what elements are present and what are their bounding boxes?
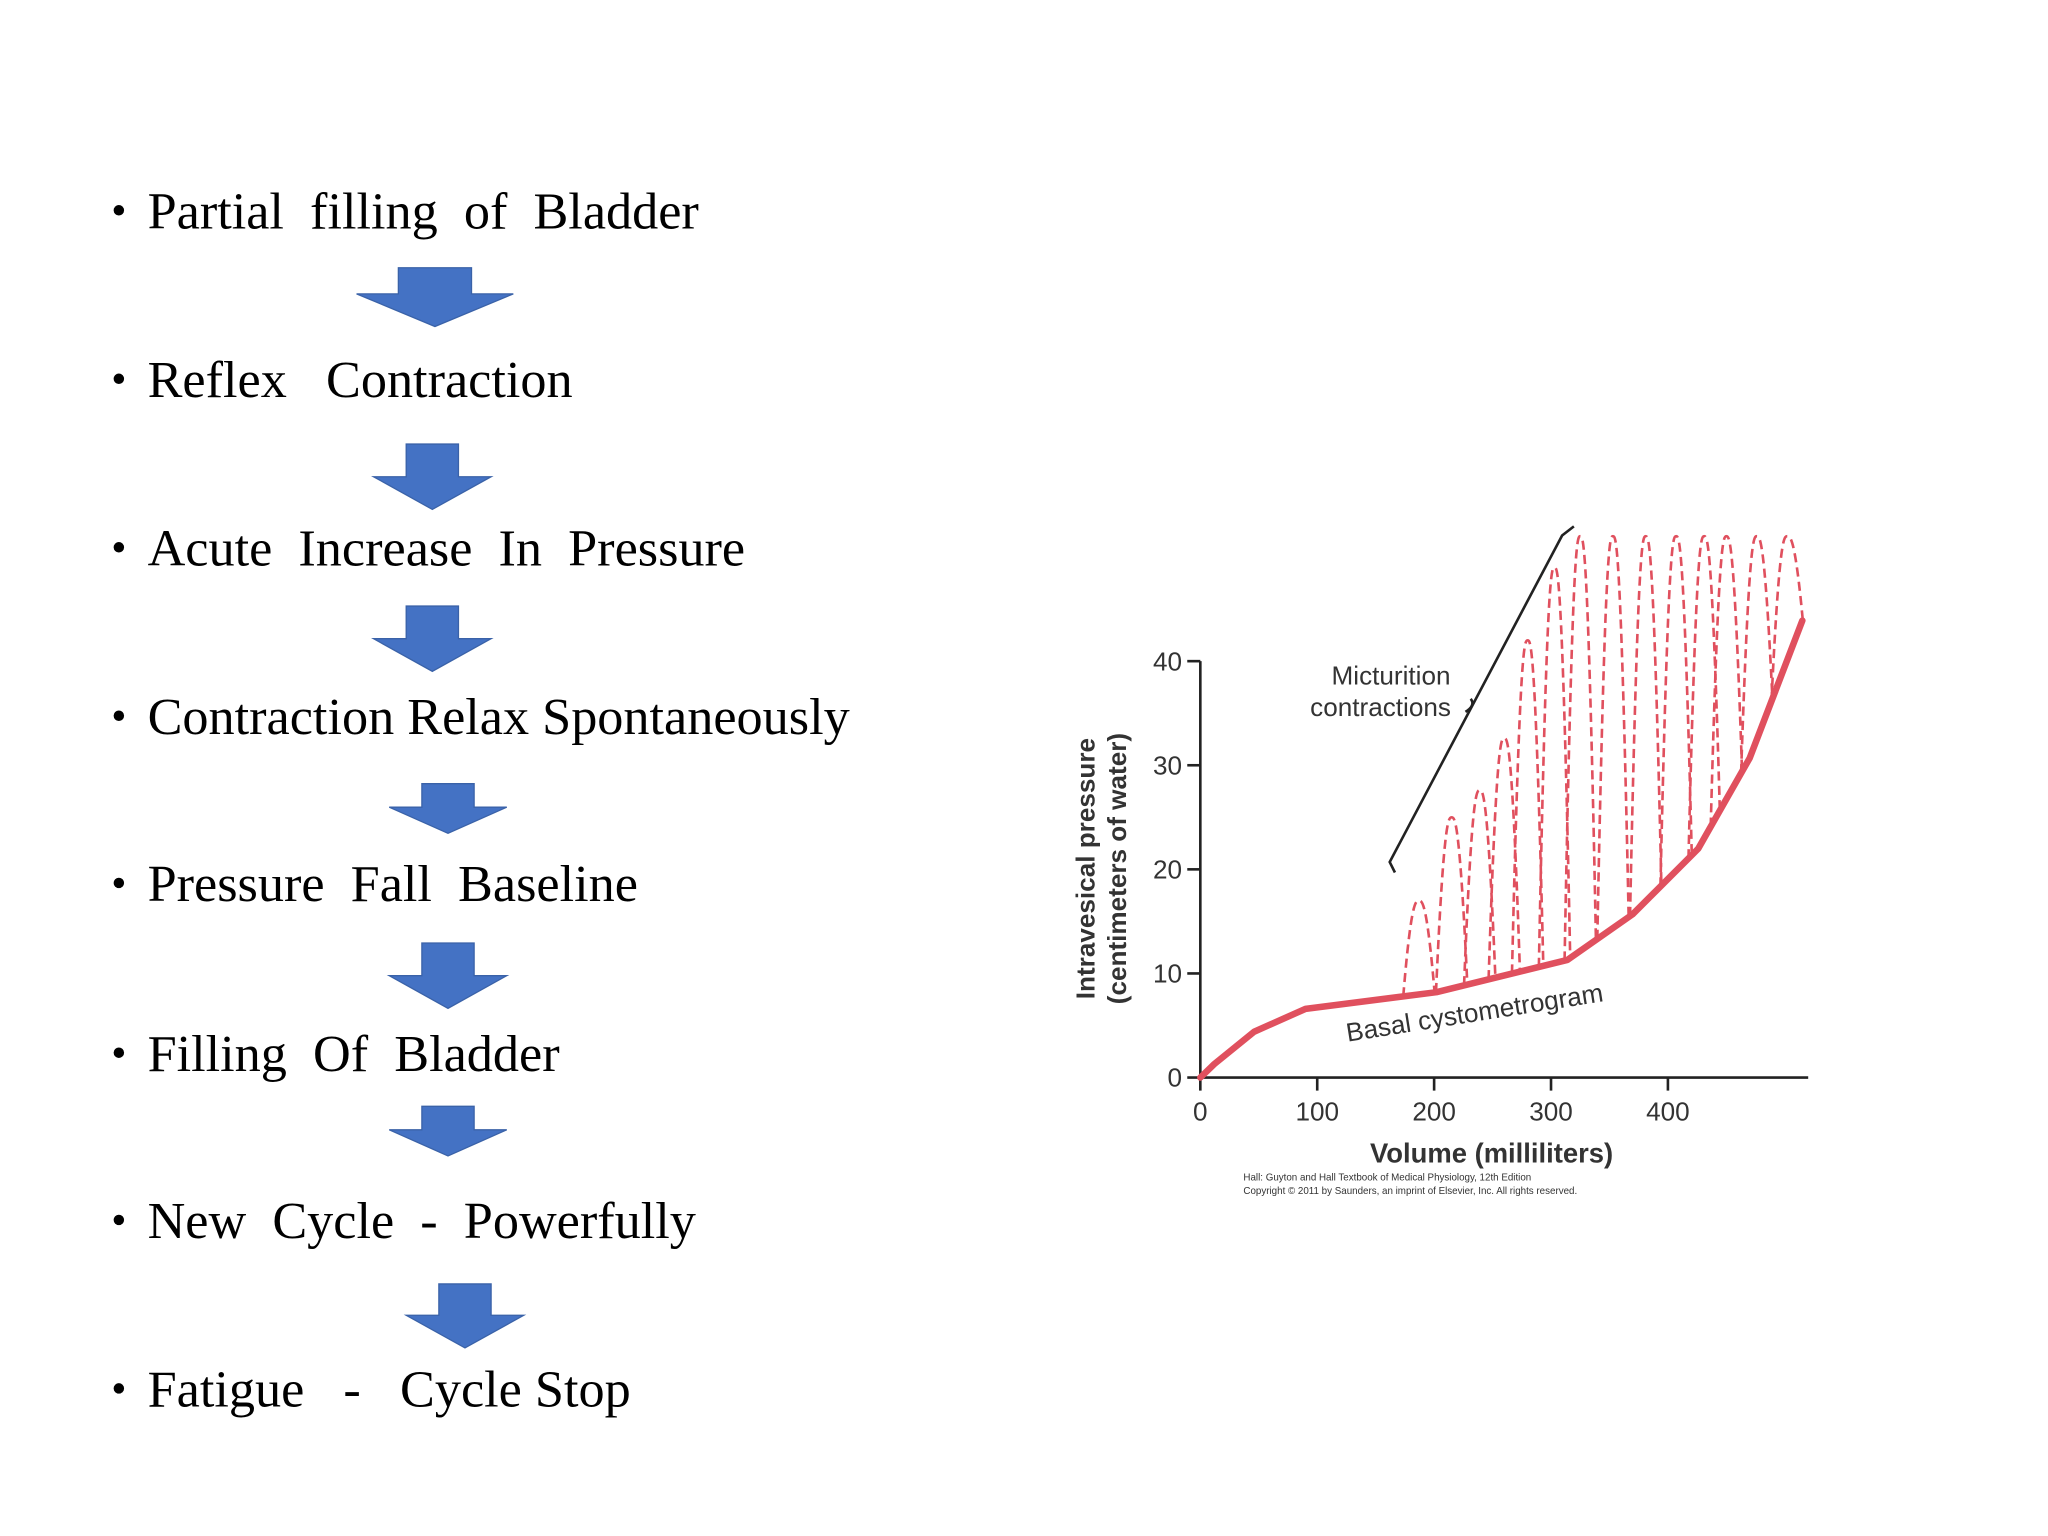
y-tick-label: 40 xyxy=(1153,646,1182,676)
bullet-text: Reflex Contraction xyxy=(148,351,573,409)
arrows xyxy=(356,267,527,1349)
x-tick-label: 200 xyxy=(1412,1097,1456,1127)
credit: Copyright © 2011 by Saunders, an imprint… xyxy=(1243,1186,1577,1197)
y-tick-label: 10 xyxy=(1153,959,1182,989)
bullet-dot xyxy=(113,1047,125,1058)
bullet-text: New Cycle - Powerfully xyxy=(148,1192,696,1250)
bullet-text: Partial filling of Bladder xyxy=(148,183,699,241)
bullet-dot xyxy=(113,542,125,553)
bullet-dot xyxy=(113,205,125,216)
arrow xyxy=(356,267,514,328)
contraction-spike xyxy=(1739,534,1774,774)
x-tick-label: 100 xyxy=(1295,1097,1339,1127)
bullet-list: Partial filling of Bladder Reflex Contrac… xyxy=(113,183,850,1419)
x-tick-label: 300 xyxy=(1529,1097,1573,1127)
y-tick-label: 30 xyxy=(1153,750,1182,780)
bullet-text: Fatigue - Cycle Stop xyxy=(148,1361,631,1419)
bullet-text: Pressure Fall Baseline xyxy=(148,855,638,913)
annotation: Basal cystometrogram xyxy=(1344,977,1605,1047)
annotation-brace xyxy=(1464,697,1474,713)
x-tick-label: 0 xyxy=(1193,1097,1208,1127)
arrow xyxy=(371,605,494,673)
bullet-dot xyxy=(113,1383,125,1394)
contraction-spike xyxy=(1709,534,1744,827)
basal-curve xyxy=(1197,617,1806,1081)
x-axis-label: Volume (milliliters) xyxy=(1370,1137,1613,1168)
contraction-spike xyxy=(1659,534,1694,887)
y-tick-label: 20 xyxy=(1153,854,1182,884)
contraction-spike xyxy=(1434,815,1469,993)
bullet-dot xyxy=(113,710,125,721)
contraction-spike xyxy=(1401,899,1436,997)
y-axis-label: Intravesical pressure xyxy=(1071,738,1101,999)
annotation: contractions xyxy=(1310,692,1451,722)
contraction-spike xyxy=(1537,566,1572,967)
bullet-text: Filling Of Bladder xyxy=(148,1025,560,1083)
bullet-text: Contraction Relax Spontaneously xyxy=(148,688,850,746)
contraction-spike xyxy=(1510,639,1545,974)
annotation: Micturition xyxy=(1332,660,1451,690)
arrow xyxy=(403,1283,527,1349)
contraction-spike xyxy=(1596,534,1630,940)
arrow xyxy=(388,783,508,835)
contraction-spike xyxy=(1687,534,1722,859)
arrow xyxy=(371,443,494,511)
arrow xyxy=(388,1105,508,1157)
annotation-brace xyxy=(1388,525,1575,874)
contraction-spike xyxy=(1770,534,1805,702)
y-axis-label: (centimeters of water) xyxy=(1102,733,1132,1004)
contraction-spike xyxy=(1628,534,1663,917)
credit: Hall: Guyton and Hall Textbook of Medica… xyxy=(1243,1173,1531,1184)
bullet-dot xyxy=(113,877,125,889)
arrow xyxy=(386,942,510,1010)
contraction-spike xyxy=(1563,534,1598,961)
contraction-spike xyxy=(1487,736,1522,980)
x-tick-label: 400 xyxy=(1646,1097,1690,1127)
y-tick-label: 0 xyxy=(1168,1063,1183,1093)
bullet-dot xyxy=(113,1214,125,1226)
bullet-dot xyxy=(113,373,125,384)
bullet-text: Acute Increase In Pressure xyxy=(148,520,746,578)
